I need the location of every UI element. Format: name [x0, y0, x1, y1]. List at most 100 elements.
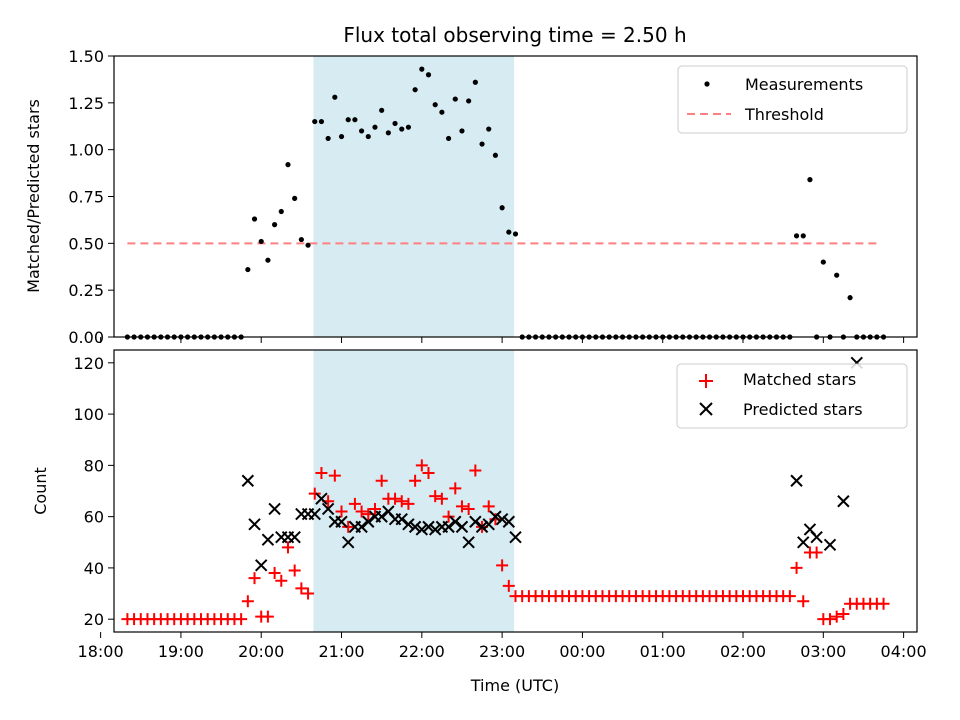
legend-matched-label: Matched stars [743, 370, 856, 389]
matched-star-point [837, 608, 850, 621]
predicted-star-point [797, 536, 810, 549]
matched-star-point [783, 590, 796, 603]
predicted-star-point [489, 510, 502, 523]
x-tick-label: 23:00 [479, 642, 525, 661]
measurement-point [325, 135, 331, 142]
matched-star-point [790, 561, 803, 574]
measurement-point [358, 128, 365, 134]
matched-star-point [342, 520, 355, 533]
matched-star-point [275, 574, 288, 587]
measurement-point [834, 272, 840, 278]
bottom-y-tick-label: 120 [73, 354, 104, 373]
measurement-point [432, 102, 438, 108]
matched-star-point [435, 492, 448, 505]
measurement-point [399, 126, 405, 132]
predicted-star-point [422, 520, 435, 534]
bottom-y-tick-label: 40 [84, 559, 104, 578]
matched-star-point [368, 502, 381, 515]
measurement-point [318, 118, 325, 125]
top-y-tick-label: 0.75 [68, 188, 104, 207]
bottom-shaded-region [313, 350, 515, 632]
predicted-star-point [442, 520, 455, 534]
measurement-point [338, 133, 345, 140]
measurement-point [800, 233, 806, 239]
x-tick-label: 01:00 [640, 642, 686, 661]
predicted-star-point [241, 474, 255, 487]
x-tick-label: 18:00 [78, 642, 124, 661]
measurement-point [379, 107, 385, 113]
matched-star-point [489, 513, 502, 526]
legend-measurements-label: Measurements [745, 75, 863, 94]
legend-predicted-label: Predicted stars [743, 400, 863, 419]
x-tick-label: 19:00 [158, 642, 204, 661]
top-shaded-region [313, 56, 515, 337]
matched-star-point [268, 567, 281, 580]
predicted-star-point [268, 502, 281, 516]
predicted-star-point [321, 502, 335, 516]
matched-star-point [415, 459, 428, 472]
chart-title: Flux total observing time = 2.50 h [343, 23, 686, 47]
measurement-point [372, 124, 378, 130]
measurement-point [258, 238, 264, 245]
predicted-star-point [395, 512, 408, 526]
matched-star-point [455, 500, 468, 513]
matched-star-point [261, 610, 274, 623]
matched-star-point [409, 474, 422, 487]
top-legend: Measurements Threshold [677, 65, 908, 134]
measurement-point [445, 135, 452, 142]
matched-star-point [449, 482, 462, 495]
measurement-point [278, 208, 284, 215]
matched-star-point [281, 541, 294, 554]
bottom-y-tick-label: 20 [84, 610, 104, 629]
predicted-star-point [355, 520, 368, 534]
matched-star-point [422, 467, 435, 480]
measurement-point [499, 205, 505, 211]
x-tick-label: 22:00 [399, 642, 445, 661]
measurement-point [419, 66, 425, 72]
bottom-legend: Matched stars Predicted stars [676, 363, 908, 429]
predicted-star-point [375, 510, 388, 523]
bottom-y-axis-label: Count [31, 467, 50, 515]
measurement-point [272, 222, 278, 228]
bottom-y-tick-label: 100 [73, 405, 104, 424]
measurement-point [312, 118, 318, 125]
matched-star-point [288, 564, 301, 577]
matched-star-point [442, 510, 455, 523]
top-y-tick-label: 0.00 [68, 328, 104, 347]
measurement-point [365, 133, 371, 140]
legend-predicted-marker [699, 402, 713, 416]
matched-star-point [348, 497, 361, 510]
matched-star-point [241, 595, 254, 608]
predicted-star-point [288, 530, 301, 544]
matched-star-point [502, 579, 515, 592]
matched-star-point [295, 582, 308, 595]
predicted-star-point [362, 515, 375, 528]
matched-star-point [328, 469, 341, 482]
bottom-panel: 20 40 60 80 100 120 18:00 19:00 20:00 21:00 22:00… [31, 349, 927, 695]
measurement-point [332, 94, 338, 100]
measurement-point [412, 87, 418, 93]
predicted-star-point [462, 536, 475, 549]
matched-star-point [302, 587, 315, 600]
predicted-star-point [335, 515, 348, 528]
top-y-axis-label: Matched/Predicted stars [24, 99, 43, 293]
predicted-star-point [255, 559, 268, 572]
legend-measurements-marker [704, 81, 710, 87]
x-tick-label: 03:00 [800, 642, 846, 661]
predicted-star-point [308, 507, 321, 521]
measurement-point [439, 109, 445, 115]
top-y-tick-label: 1.50 [68, 47, 104, 66]
predicted-star-point [248, 518, 261, 531]
x-tick-label: 04:00 [881, 642, 927, 661]
measurement-point [352, 117, 358, 123]
predicted-star-point [315, 492, 328, 505]
matched-star-point [810, 546, 823, 559]
matched-star-point [482, 500, 495, 513]
bottom-axes-frame [113, 349, 918, 633]
legend-matched-marker [699, 374, 713, 388]
x-tick-label: 20:00 [238, 642, 284, 661]
measurement-point [847, 295, 853, 301]
measurement-point [298, 236, 304, 243]
x-tick-label: 00:00 [559, 642, 605, 661]
